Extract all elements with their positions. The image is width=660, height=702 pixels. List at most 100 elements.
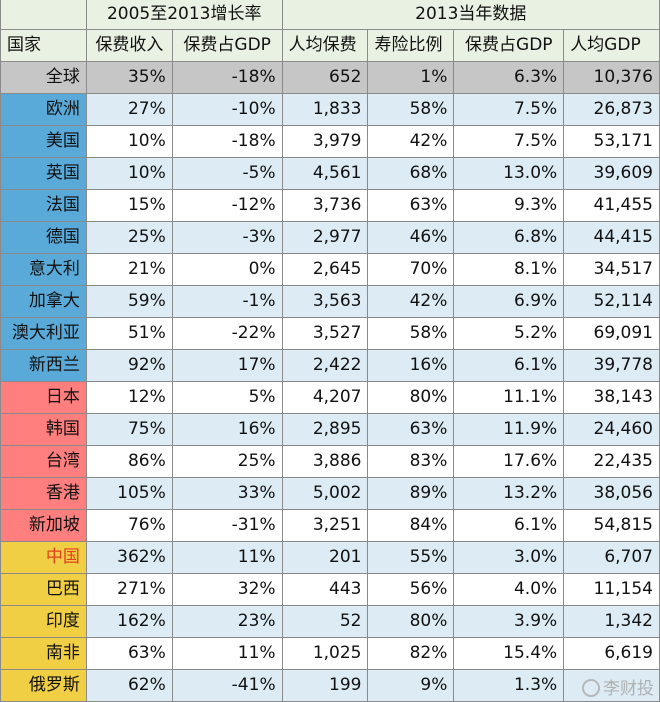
cell-premium-growth: 59% [85,285,173,318]
col-header-premium-growth: 保费收入 [85,29,173,62]
cell-premium-growth: 21% [85,253,173,286]
header-blank-cell [0,0,87,30]
cell-life-ratio: 63% [367,189,455,222]
cell-country: 中国 [0,541,87,574]
cell-life-ratio: 80% [367,381,455,414]
cell-country: 美国 [0,125,87,158]
cell-premium-gdp-growth: 11% [171,541,283,574]
cell-premium-gdp-growth: -18% [171,61,283,94]
cell-gdp-per-capita: 1,342 [563,605,660,638]
cell-premium-growth: 27% [85,93,173,126]
header-2013-group: 2013当年数据 [281,0,660,30]
cell-life-ratio: 56% [367,573,455,606]
cell-premium-gdp-growth: -3% [171,221,283,254]
cell-premium-growth: 12% [85,381,173,414]
cell-country: 台湾 [0,445,87,478]
cell-life-ratio: 46% [367,221,455,254]
cell-life-ratio: 82% [367,637,455,670]
cell-premium-per-capita: 2,895 [281,413,369,446]
cell-premium-gdp-growth: 33% [171,477,283,510]
cell-premium-growth: 10% [85,157,173,190]
table-row: 南非 63% 11% 1,025 82% 15.4% 6,619 [0,637,660,670]
cell-gdp-per-capita: 69,091 [563,317,660,350]
cell-premium-gdp-growth: 17% [171,349,283,382]
cell-country: 德国 [0,221,87,254]
cell-premium-gdp: 11.1% [453,381,565,414]
cell-premium-gdp-growth: -10% [171,93,283,126]
cell-life-ratio: 63% [367,413,455,446]
cell-country: 意大利 [0,253,87,286]
watermark-icon [582,679,600,697]
cell-premium-gdp-growth: 25% [171,445,283,478]
cell-premium-growth: 362% [85,541,173,574]
col-header-gdp-per-capita: 人均GDP [563,29,660,62]
cell-country: 韩国 [0,413,87,446]
cell-premium-gdp: 6.9% [453,285,565,318]
table-row: 台湾 86% 25% 3,886 83% 17.6% 22,435 [0,445,660,478]
cell-life-ratio: 89% [367,477,455,510]
table-row: 韩国 75% 16% 2,895 63% 11.9% 24,460 [0,413,660,446]
cell-premium-gdp: 13.0% [453,157,565,190]
cell-premium-growth: 75% [85,413,173,446]
cell-life-ratio: 55% [367,541,455,574]
cell-premium-per-capita: 2,422 [281,349,369,382]
cell-country: 全球 [0,61,87,94]
table-row: 新西兰 92% 17% 2,422 16% 6.1% 39,778 [0,349,660,382]
table-row: 俄罗斯 62% -41% 199 9% 1.3% [0,669,660,702]
cell-premium-growth: 105% [85,477,173,510]
cell-premium-gdp: 6.3% [453,61,565,94]
cell-premium-gdp: 13.2% [453,477,565,510]
cell-premium-growth: 92% [85,349,173,382]
cell-premium-per-capita: 3,979 [281,125,369,158]
cell-premium-per-capita: 3,886 [281,445,369,478]
cell-premium-growth: 86% [85,445,173,478]
cell-premium-per-capita: 3,563 [281,285,369,318]
cell-gdp-per-capita: 6,707 [563,541,660,574]
cell-premium-per-capita: 1,833 [281,93,369,126]
cell-country: 新加坡 [0,509,87,542]
cell-premium-per-capita: 652 [281,61,369,94]
cell-country: 印度 [0,605,87,638]
cell-gdp-per-capita: 38,056 [563,477,660,510]
cell-gdp-per-capita: 44,415 [563,221,660,254]
cell-premium-per-capita: 5,002 [281,477,369,510]
cell-premium-per-capita: 3,251 [281,509,369,542]
cell-country: 欧洲 [0,93,87,126]
cell-premium-gdp: 6.1% [453,509,565,542]
cell-premium-per-capita: 1,025 [281,637,369,670]
watermark-text: 李财投 [603,679,654,699]
table-row: 澳大利亚 51% -22% 3,527 58% 5.2% 69,091 [0,317,660,350]
cell-life-ratio: 1% [367,61,455,94]
cell-country: 俄罗斯 [0,669,87,702]
cell-country: 香港 [0,477,87,510]
cell-gdp-per-capita: 39,778 [563,349,660,382]
cell-premium-gdp: 7.5% [453,125,565,158]
cell-premium-per-capita: 201 [281,541,369,574]
cell-country: 加拿大 [0,285,87,318]
table-row: 意大利 21% 0% 2,645 70% 8.1% 34,517 [0,253,660,286]
cell-premium-per-capita: 2,977 [281,221,369,254]
cell-premium-gdp: 9.3% [453,189,565,222]
cell-premium-growth: 76% [85,509,173,542]
cell-premium-growth: 162% [85,605,173,638]
cell-gdp-per-capita: 53,171 [563,125,660,158]
cell-premium-per-capita: 52 [281,605,369,638]
cell-life-ratio: 58% [367,317,455,350]
table-row: 中国 362% 11% 201 55% 3.0% 6,707 [0,541,660,574]
cell-life-ratio: 68% [367,157,455,190]
cell-premium-gdp-growth: 11% [171,637,283,670]
cell-premium-gdp: 3.0% [453,541,565,574]
cell-gdp-per-capita: 22,435 [563,445,660,478]
cell-life-ratio: 16% [367,349,455,382]
cell-country: 巴西 [0,573,87,606]
table-row: 欧洲 27% -10% 1,833 58% 7.5% 26,873 [0,93,660,126]
cell-country: 澳大利亚 [0,317,87,350]
col-header-premium-gdp-growth: 保费占GDP [171,29,283,62]
cell-country: 英国 [0,157,87,190]
cell-premium-per-capita: 3,527 [281,317,369,350]
cell-premium-growth: 63% [85,637,173,670]
cell-premium-per-capita: 4,207 [281,381,369,414]
cell-premium-gdp: 7.5% [453,93,565,126]
cell-life-ratio: 9% [367,669,455,702]
cell-premium-gdp-growth: -18% [171,125,283,158]
